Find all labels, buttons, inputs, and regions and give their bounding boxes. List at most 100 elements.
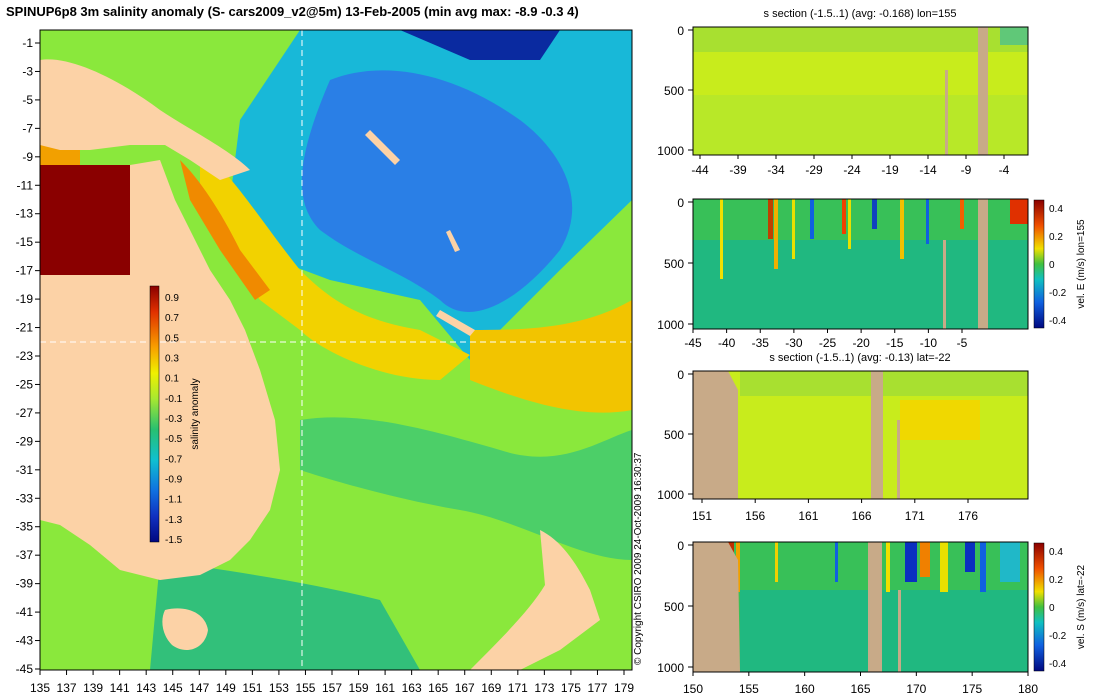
map-fresh-patch (400, 30, 560, 60)
vel-s-section-x-tick-label: 160 (795, 682, 815, 696)
vel-s-section-y-tick-label: 500 (664, 600, 684, 614)
velocity-stripe (960, 199, 964, 229)
map-colorbar-tick-label: -0.7 (165, 454, 183, 465)
map-colorbar-tick-label: 0.9 (165, 293, 179, 304)
map-frame (39, 29, 633, 671)
velocity-stripe (920, 542, 930, 577)
velocity-stripe (768, 199, 773, 239)
velocity-stripe (965, 542, 975, 572)
vel-e-section-frame (692, 198, 1029, 330)
map-x-tick-label: 149 (216, 681, 236, 695)
map-high-salinity-band (200, 150, 470, 380)
map-y-tick-label: -3 (22, 64, 33, 78)
vel-e-section-plot (693, 199, 1028, 329)
map-y-tick-label: -9 (22, 150, 33, 164)
velocity-stripe (810, 199, 814, 239)
map-southern-mixing (300, 417, 632, 560)
section-lat-title: s section (-1.5..1) (avg: -0.13) lat=-22 (769, 352, 950, 364)
map-x-tick-label: 171 (508, 681, 528, 695)
s-section-lat-x-tick-label: 161 (798, 509, 818, 523)
vel-s-colorbar (1033, 542, 1045, 672)
salinity-map (40, 30, 632, 670)
velocity-stripe (1000, 542, 1020, 582)
map-colorbar-label: salinity anomaly (190, 378, 201, 449)
vel-s-section-colorbar-tick-label: -0.2 (1049, 631, 1067, 642)
map-x-tick-label: 163 (402, 681, 422, 695)
map-colorbar-tick-label: 0.1 (165, 374, 179, 385)
map-x-tick-label: 179 (614, 681, 634, 695)
vel-e-section-x-tick-label: -5 (957, 336, 968, 350)
vel-e-colorbar (1033, 199, 1045, 329)
velocity-stripe (720, 199, 723, 279)
map-x-tick-label: 169 (481, 681, 501, 695)
vel-e-section-colorbar-tick-label: -0.4 (1049, 316, 1067, 327)
map-coastal-anomaly (180, 160, 270, 300)
map-y-tick-label: -17 (16, 264, 34, 278)
s-section-lon-x-tick-label: -19 (881, 163, 899, 177)
velocity-stripe (835, 542, 838, 582)
vel-e-section-colorbar-tick-label: 0.2 (1049, 232, 1063, 243)
vel-s-section-x-tick-label: 175 (962, 682, 982, 696)
map-y-tick-label: -41 (16, 605, 34, 619)
s-section-lon-x-tick-label: -29 (805, 163, 823, 177)
vel-e-section-x-tick-label: -45 (684, 336, 702, 350)
new-caledonia (436, 310, 475, 336)
velocity-stripe (926, 199, 929, 244)
vel-e-section-y-tick-label: 1000 (657, 318, 684, 332)
map-y-tick-label: -27 (16, 406, 34, 420)
velocity-stripe (900, 199, 904, 259)
vel-s-section-colorbar-tick-label: 0.2 (1049, 575, 1063, 586)
vel-e-colorbar-label: vel. E (m/s) lon=155 (1076, 219, 1087, 309)
map-y-tick-label: -5 (22, 93, 33, 107)
map-y-tick-label: -25 (16, 377, 34, 391)
s-section-lon-x-tick-label: -24 (843, 163, 861, 177)
map-y-tick-label: -33 (16, 491, 34, 505)
s-section-lat-x-tick-label: 151 (692, 509, 712, 523)
map-x-tick-label: 167 (455, 681, 475, 695)
velocity-stripe (886, 542, 890, 592)
velocity-stripe (905, 542, 917, 582)
vel-e-section-x-tick-label: -10 (920, 336, 938, 350)
map-y-tick-label: -35 (16, 520, 34, 534)
map-x-tick-label: 153 (269, 681, 289, 695)
new-zealand-landmass (470, 530, 600, 670)
vel-s-colorbar-label: vel. S (m/s) lat=-22 (1076, 564, 1087, 649)
map-y-tick-label: -21 (16, 321, 34, 335)
map-colorbar-tick-label: 0.3 (165, 354, 179, 365)
map-x-tick-label: 141 (110, 681, 130, 695)
map-x-tick-label: 147 (189, 681, 209, 695)
map-y-tick-label: -19 (16, 292, 34, 306)
vel-e-section-colorbar-tick-label: 0 (1049, 260, 1055, 271)
map-x-tick-label: 161 (375, 681, 395, 695)
map-colorbar-tick-label: -0.5 (165, 434, 183, 445)
velocity-stripe (980, 542, 986, 592)
s-section-lat-y-tick-label: 1000 (657, 488, 684, 502)
vel-e-section-y-tick-label: 0 (677, 196, 684, 210)
map-x-tick-label: 175 (561, 681, 581, 695)
s-section-lon-y-tick-label: 500 (664, 84, 684, 98)
s-section-lon-x-tick-label: -34 (767, 163, 785, 177)
map-y-tick-label: -31 (16, 463, 34, 477)
s-section-lon-plot (693, 27, 1028, 155)
s-section-lon-frame (692, 26, 1029, 156)
s-section-lat-frame (692, 370, 1029, 500)
velocity-stripe (842, 199, 846, 234)
map-colorbar: 0.9 0.7 0.5 0.3 0.1 -0.1 -0.3 -0.5 -0.7 -0.9 -1.1 -… (149, 285, 201, 546)
map-colorbar-tick-label: -1.5 (165, 535, 183, 546)
vanuatu-islands (446, 230, 460, 252)
map-y-tick-label: -37 (16, 548, 34, 562)
vel-e-section-x-tick-label: -30 (785, 336, 803, 350)
map-x-tick-label: 159 (349, 681, 369, 695)
map-colorbar-tick-label: -1.1 (165, 495, 183, 506)
vel-e-section-x-tick-label: -20 (852, 336, 870, 350)
vel-s-section-x-tick-label: 170 (906, 682, 926, 696)
map-colorbar-ramp (149, 285, 160, 543)
vel-e-section-x-tick-label: -25 (819, 336, 837, 350)
s-section-lat-x-tick-label: 166 (852, 509, 872, 523)
velocity-stripe (940, 542, 948, 592)
vel-e-section-y-tick-label: 500 (664, 257, 684, 271)
tasmania-landmass (162, 608, 208, 650)
map-y-tick-label: -39 (16, 577, 34, 591)
s-section-lat-y-tick-label: 500 (664, 428, 684, 442)
map-x-tick-label: 143 (136, 681, 156, 695)
